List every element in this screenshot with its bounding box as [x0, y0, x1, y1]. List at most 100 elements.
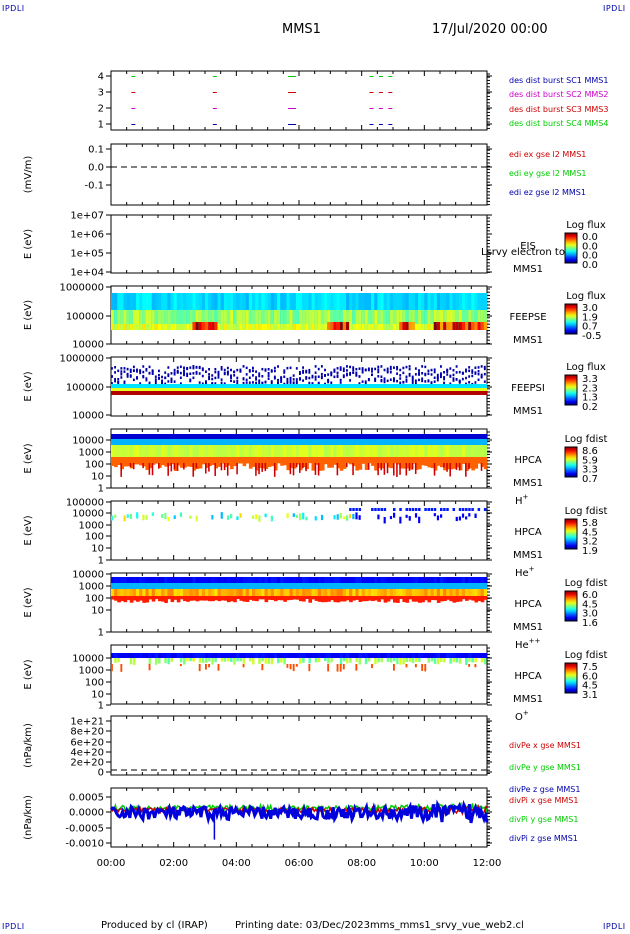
- colorbar-tick-label: -0.5: [582, 331, 602, 342]
- heat-cell: [330, 658, 333, 663]
- panel-frame: [110, 70, 488, 131]
- heat-cell: [471, 439, 475, 445]
- heat-cell: [339, 512, 342, 519]
- heat-cell: [342, 583, 347, 589]
- heat-cell: [477, 366, 480, 369]
- heat-cell: [411, 439, 416, 445]
- heat-cell: [299, 445, 303, 457]
- heat-cell: [277, 388, 281, 391]
- legend-entry: divPe y gse MMS1: [509, 763, 581, 772]
- heat-cell: [111, 388, 115, 391]
- heat-cell: [389, 388, 394, 391]
- heat-cell: [183, 391, 187, 395]
- heat-cell: [402, 371, 405, 375]
- heat-cell: [389, 516, 393, 520]
- heat-cell: [446, 577, 450, 583]
- heat-cell: [230, 384, 234, 389]
- heat-cell: [292, 513, 295, 517]
- heat-cell: [189, 515, 192, 519]
- heat-cell: [258, 434, 262, 439]
- heat-cell: [414, 373, 417, 376]
- heat-cell: [299, 583, 303, 589]
- heat-cell: [346, 322, 350, 330]
- heat-cell: [186, 589, 190, 596]
- heat-cell: [129, 513, 132, 519]
- heat-cell: [145, 653, 150, 658]
- heat-cell: [154, 375, 157, 378]
- heat-cell: [201, 596, 206, 601]
- heat-cell: [443, 434, 447, 439]
- heat-cell: [286, 384, 291, 389]
- heat-cell: [205, 457, 209, 468]
- heat-cell: [483, 384, 488, 389]
- heat-cell: [430, 391, 435, 395]
- heat-cell: [264, 589, 269, 596]
- colorbar: [564, 518, 578, 550]
- heat-cell: [342, 322, 347, 330]
- heat-cell: [139, 434, 143, 439]
- heat-cell: [198, 664, 201, 672]
- heat-cell: [167, 374, 170, 378]
- heat-cell: [252, 381, 254, 384]
- heat-cell: [120, 434, 125, 439]
- heat-cell: [305, 324, 309, 330]
- heat-cell: [226, 577, 231, 583]
- heat-cell: [198, 391, 203, 395]
- heat-cell: [364, 596, 369, 602]
- heat-cell: [317, 384, 322, 389]
- heat-cell: [295, 664, 298, 667]
- heat-cell: [418, 583, 422, 589]
- heat-cell: [483, 388, 488, 391]
- heat-cell: [261, 388, 266, 391]
- heat-cell: [179, 391, 184, 395]
- heat-cell: [377, 596, 381, 602]
- heat-cell: [458, 583, 463, 589]
- heat-cell: [480, 434, 485, 439]
- heat-cell: [277, 324, 281, 330]
- heat-cell: [258, 374, 261, 378]
- y-axis-label: E (eV): [23, 659, 34, 689]
- heat-cell: [380, 457, 385, 469]
- heat-cell: [248, 583, 253, 589]
- heat-cell: [465, 577, 469, 583]
- heat-cell: [430, 373, 433, 376]
- heat-cell: [436, 434, 441, 439]
- heat-cell: [220, 512, 223, 519]
- heat-cell: [173, 653, 178, 658]
- heat-cell: [273, 577, 278, 583]
- heat-cell: [261, 310, 266, 324]
- heat-cell: [396, 310, 400, 324]
- heat-cell: [120, 370, 123, 373]
- heat-cell: [111, 310, 115, 324]
- heat-cell: [148, 434, 153, 439]
- heat-cell: [226, 434, 231, 439]
- heat-cell: [430, 388, 435, 391]
- heat-cell: [418, 508, 421, 511]
- heat-cell: [111, 596, 115, 600]
- heat-cell: [239, 388, 244, 391]
- heat-cell: [383, 439, 388, 445]
- heat-cell: [311, 589, 316, 596]
- heat-cell: [161, 375, 164, 379]
- heat-cell: [408, 434, 413, 439]
- heat-cell: [477, 577, 482, 583]
- heat-cell: [164, 457, 168, 467]
- heat-cell: [201, 384, 206, 389]
- heat-cell: [342, 434, 347, 439]
- heat-cell: [465, 439, 469, 445]
- heat-cell: [233, 589, 237, 596]
- heat-cell: [346, 391, 350, 395]
- heat-cell: [123, 380, 126, 383]
- heat-cell: [239, 384, 244, 389]
- heat-cell: [248, 653, 253, 658]
- heat-cell: [299, 653, 303, 658]
- heat-cell: [380, 445, 385, 457]
- heat-cell: [436, 457, 441, 466]
- heat-cell: [361, 653, 366, 658]
- heat-cell: [383, 388, 388, 391]
- heat-cell: [280, 596, 284, 601]
- heat-cell: [455, 434, 460, 439]
- heat-cell: [220, 381, 223, 385]
- heat-cell: [311, 583, 316, 589]
